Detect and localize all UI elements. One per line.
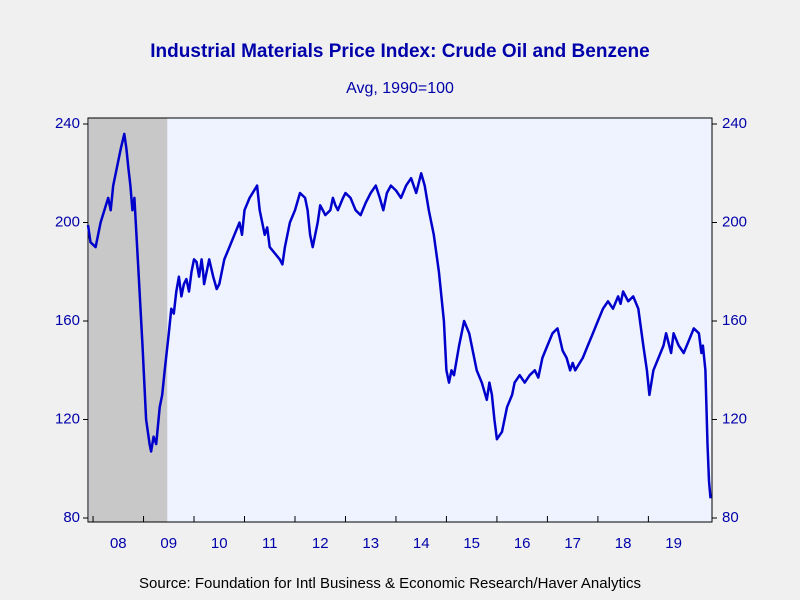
x-tick-label: 11 — [262, 535, 278, 552]
x-tick-label: 19 — [665, 535, 682, 552]
y-tick-label: 200 — [55, 213, 80, 230]
chart-subtitle: Avg, 1990=100 — [346, 80, 454, 97]
plot-area — [88, 118, 712, 522]
source-note: Source: Foundation for Intl Business & E… — [139, 575, 641, 592]
x-tick-label: 18 — [615, 535, 632, 552]
recession-band — [89, 118, 168, 522]
x-tick-label: 08 — [110, 535, 127, 552]
x-tick-label: 17 — [564, 535, 581, 552]
x-tick-label: 16 — [514, 535, 531, 552]
y2-tick-label: 200 — [722, 213, 747, 230]
x-tick-label: 10 — [211, 535, 228, 552]
y-tick-label: 80 — [63, 509, 80, 526]
chart-title: Industrial Materials Price Index: Crude … — [150, 41, 649, 62]
y-tick-label: 160 — [55, 312, 80, 329]
y2-tick-label: 120 — [722, 410, 747, 427]
plot-frame — [87, 117, 713, 523]
x-tick-label: 12 — [312, 535, 329, 552]
data-line — [86, 132, 712, 499]
y2-tick-label: 160 — [722, 312, 747, 329]
x-tick-label: 13 — [362, 535, 379, 552]
x-tick-label: 15 — [463, 535, 480, 552]
y-tick-label: 120 — [55, 410, 80, 427]
y2-tick-label: 240 — [722, 115, 747, 132]
x-tick-label: 14 — [413, 535, 430, 552]
x-tick-label: 09 — [160, 535, 177, 552]
y2-tick-label: 80 — [722, 509, 739, 526]
y-tick-label: 240 — [55, 115, 80, 132]
